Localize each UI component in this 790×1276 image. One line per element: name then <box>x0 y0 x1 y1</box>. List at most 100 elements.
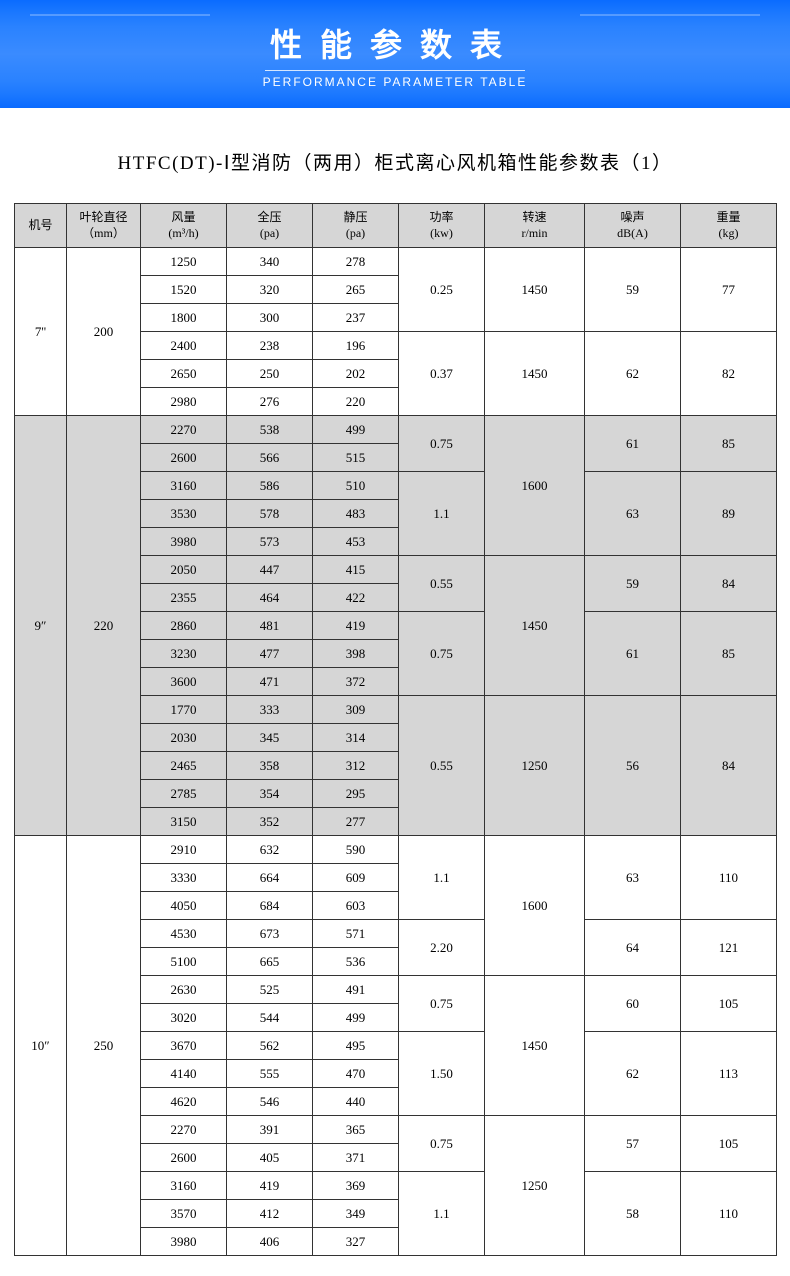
cell-db: 59 <box>585 248 681 332</box>
cell-data: 632 <box>227 836 313 864</box>
cell-data: 495 <box>313 1032 399 1060</box>
cell-data: 481 <box>227 612 313 640</box>
cell-data: 340 <box>227 248 313 276</box>
cell-data: 333 <box>227 696 313 724</box>
performance-table: 机号叶轮直径（mm）风量(m³/h)全压(pa)静压(pa)功率(kw)转速r/… <box>14 203 777 1256</box>
cell-kw: 0.55 <box>399 696 485 836</box>
cell-data: 2465 <box>141 752 227 780</box>
cell-data: 510 <box>313 472 399 500</box>
cell-data: 2630 <box>141 976 227 1004</box>
cell-data: 278 <box>313 248 399 276</box>
cell-data: 578 <box>227 500 313 528</box>
cell-data: 412 <box>227 1200 313 1228</box>
table-row: 7''20012503402780.2514505977 <box>15 248 777 276</box>
cell-rpm: 1450 <box>485 248 585 332</box>
cell-data: 327 <box>313 1228 399 1256</box>
cell-data: 5100 <box>141 948 227 976</box>
cell-data: 3570 <box>141 1200 227 1228</box>
cell-data: 419 <box>313 612 399 640</box>
cell-kg: 84 <box>681 696 777 836</box>
cell-data: 1770 <box>141 696 227 724</box>
cell-data: 525 <box>227 976 313 1004</box>
cell-data: 276 <box>227 388 313 416</box>
cell-kw: 1.1 <box>399 1172 485 1256</box>
banner-title: 性能参数表 <box>270 20 520 66</box>
cell-db: 62 <box>585 332 681 416</box>
cell-data: 2355 <box>141 584 227 612</box>
table-row: 9″22022705384990.7516006185 <box>15 416 777 444</box>
cell-data: 3980 <box>141 528 227 556</box>
cell-db: 64 <box>585 920 681 976</box>
banner-header: 性能参数表 PERFORMANCE PARAMETER TABLE <box>0 0 790 108</box>
col-header-3: 全压(pa) <box>227 204 313 248</box>
cell-db: 59 <box>585 556 681 612</box>
cell-data: 3150 <box>141 808 227 836</box>
cell-kg: 121 <box>681 920 777 976</box>
cell-rpm: 1250 <box>485 1116 585 1256</box>
cell-data: 309 <box>313 696 399 724</box>
cell-data: 237 <box>313 304 399 332</box>
group-9″: 9″22022705384990.75160061852600566515316… <box>15 416 777 836</box>
cell-data: 1250 <box>141 248 227 276</box>
cell-data: 603 <box>313 892 399 920</box>
cell-data: 250 <box>227 360 313 388</box>
cell-rpm: 1600 <box>485 416 585 556</box>
cell-data: 2400 <box>141 332 227 360</box>
cell-data: 2600 <box>141 1144 227 1172</box>
cell-data: 471 <box>227 668 313 696</box>
cell-data: 406 <box>227 1228 313 1256</box>
cell-data: 265 <box>313 276 399 304</box>
cell-db: 61 <box>585 612 681 696</box>
cell-data: 453 <box>313 528 399 556</box>
cell-data: 398 <box>313 640 399 668</box>
cell-data: 566 <box>227 444 313 472</box>
banner-underline <box>265 70 525 71</box>
cell-data: 349 <box>313 1200 399 1228</box>
cell-data: 2030 <box>141 724 227 752</box>
cell-data: 2050 <box>141 556 227 584</box>
cell-data: 546 <box>227 1088 313 1116</box>
cell-kw: 0.55 <box>399 556 485 612</box>
col-header-5: 功率(kw) <box>399 204 485 248</box>
cell-dia: 250 <box>67 836 141 1256</box>
cell-data: 2270 <box>141 1116 227 1144</box>
cell-data: 320 <box>227 276 313 304</box>
cell-data: 3670 <box>141 1032 227 1060</box>
cell-kw: 1.1 <box>399 472 485 556</box>
cell-data: 314 <box>313 724 399 752</box>
cell-data: 3020 <box>141 1004 227 1032</box>
cell-kg: 82 <box>681 332 777 416</box>
cell-data: 391 <box>227 1116 313 1144</box>
cell-data: 422 <box>313 584 399 612</box>
cell-data: 499 <box>313 416 399 444</box>
cell-data: 586 <box>227 472 313 500</box>
cell-kg: 110 <box>681 836 777 920</box>
cell-rpm: 1450 <box>485 556 585 696</box>
cell-rpm: 1450 <box>485 332 585 416</box>
cell-kw: 0.75 <box>399 612 485 696</box>
col-header-7: 噪声dB(A) <box>585 204 681 248</box>
cell-dia: 220 <box>67 416 141 836</box>
cell-data: 562 <box>227 1032 313 1060</box>
cell-data: 1520 <box>141 276 227 304</box>
cell-data: 3330 <box>141 864 227 892</box>
banner-subtitle: PERFORMANCE PARAMETER TABLE <box>263 75 528 89</box>
cell-data: 590 <box>313 836 399 864</box>
cell-data: 295 <box>313 780 399 808</box>
cell-kw: 1.50 <box>399 1032 485 1116</box>
cell-kg: 84 <box>681 556 777 612</box>
col-header-0: 机号 <box>15 204 67 248</box>
cell-data: 372 <box>313 668 399 696</box>
cell-data: 3230 <box>141 640 227 668</box>
cell-data: 369 <box>313 1172 399 1200</box>
cell-kw: 2.20 <box>399 920 485 976</box>
cell-data: 2980 <box>141 388 227 416</box>
cell-data: 4530 <box>141 920 227 948</box>
cell-data: 483 <box>313 500 399 528</box>
cell-data: 405 <box>227 1144 313 1172</box>
cell-model: 9″ <box>15 416 67 836</box>
cell-kg: 113 <box>681 1032 777 1116</box>
page-subtitle: HTFC(DT)-Ⅰ型消防（两用）柜式离心风机箱性能参数表（1） <box>0 148 790 175</box>
cell-data: 415 <box>313 556 399 584</box>
cell-db: 58 <box>585 1172 681 1256</box>
